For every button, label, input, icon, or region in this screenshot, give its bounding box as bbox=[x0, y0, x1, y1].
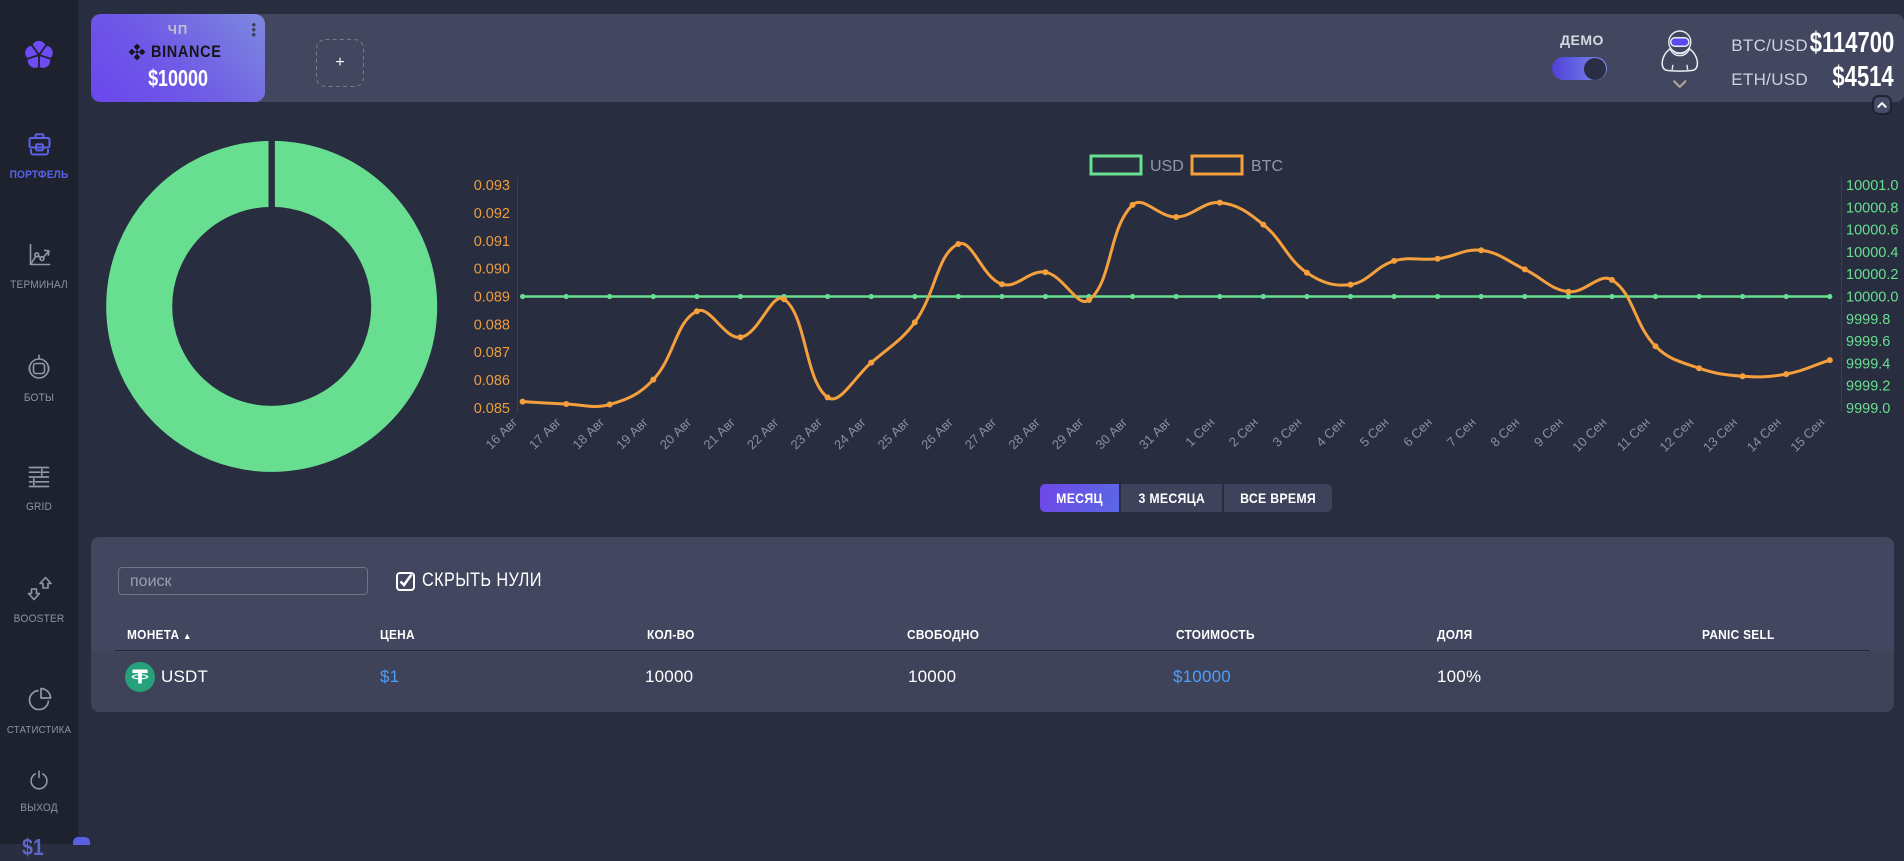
svg-text:15 Сен: 15 Сен bbox=[1787, 415, 1827, 455]
svg-text:24 Авг: 24 Авг bbox=[831, 414, 869, 452]
svg-text:0.088: 0.088 bbox=[474, 317, 510, 333]
svg-text:26 Авг: 26 Авг bbox=[918, 414, 956, 452]
svg-text:9999.8: 9999.8 bbox=[1846, 312, 1890, 328]
svg-text:11 Сен: 11 Сен bbox=[1614, 415, 1654, 455]
svg-text:10000.8: 10000.8 bbox=[1846, 200, 1898, 216]
svg-text:1 Сен: 1 Сен bbox=[1182, 415, 1217, 450]
svg-text:0.085: 0.085 bbox=[474, 401, 510, 417]
svg-text:10000.6: 10000.6 bbox=[1846, 223, 1898, 239]
svg-text:10 Сен: 10 Сен bbox=[1569, 415, 1609, 455]
svg-text:0.093: 0.093 bbox=[474, 178, 510, 194]
svg-text:9999.4: 9999.4 bbox=[1846, 356, 1890, 372]
svg-text:0.087: 0.087 bbox=[474, 345, 510, 361]
svg-text:8 Сен: 8 Сен bbox=[1487, 415, 1522, 450]
svg-text:2 Сен: 2 Сен bbox=[1226, 415, 1261, 450]
svg-text:21 Авг: 21 Авг bbox=[700, 414, 738, 452]
svg-text:12 Сен: 12 Сен bbox=[1657, 415, 1697, 455]
svg-text:10000.0: 10000.0 bbox=[1846, 290, 1898, 306]
svg-text:4 Сен: 4 Сен bbox=[1313, 415, 1348, 450]
svg-text:30 Авг: 30 Авг bbox=[1092, 414, 1130, 452]
svg-text:25 Авг: 25 Авг bbox=[875, 414, 913, 452]
svg-text:27 Авг: 27 Авг bbox=[962, 414, 1000, 452]
svg-text:10001.0: 10001.0 bbox=[1846, 178, 1898, 194]
svg-text:28 Авг: 28 Авг bbox=[1005, 414, 1043, 452]
svg-text:19 Авг: 19 Авг bbox=[613, 414, 651, 452]
svg-text:31 Авг: 31 Авг bbox=[1136, 414, 1174, 452]
svg-text:6 Сен: 6 Сен bbox=[1400, 415, 1435, 450]
svg-text:9999.2: 9999.2 bbox=[1846, 379, 1890, 395]
svg-text:9999.0: 9999.0 bbox=[1846, 401, 1890, 417]
svg-text:14 Сен: 14 Сен bbox=[1744, 415, 1784, 455]
svg-text:23 Авг: 23 Авг bbox=[787, 414, 825, 452]
svg-text:17 Авг: 17 Авг bbox=[526, 414, 564, 452]
svg-text:7 Сен: 7 Сен bbox=[1444, 415, 1479, 450]
svg-text:20 Авг: 20 Авг bbox=[657, 414, 695, 452]
svg-text:22 Авг: 22 Авг bbox=[744, 414, 782, 452]
svg-text:13 Сен: 13 Сен bbox=[1700, 415, 1740, 455]
svg-text:5 Сен: 5 Сен bbox=[1357, 415, 1392, 450]
svg-text:USD: USD bbox=[1150, 158, 1184, 175]
svg-text:3 Сен: 3 Сен bbox=[1269, 415, 1304, 450]
svg-text:29 Авг: 29 Авг bbox=[1049, 414, 1087, 452]
svg-text:18 Авг: 18 Авг bbox=[570, 414, 608, 452]
svg-text:0.086: 0.086 bbox=[474, 373, 510, 389]
svg-text:9 Сен: 9 Сен bbox=[1531, 415, 1566, 450]
svg-text:0.092: 0.092 bbox=[474, 206, 510, 222]
svg-text:0.091: 0.091 bbox=[474, 234, 510, 250]
svg-text:9999.6: 9999.6 bbox=[1846, 334, 1890, 350]
svg-text:0.090: 0.090 bbox=[474, 262, 510, 278]
svg-text:10000.2: 10000.2 bbox=[1846, 267, 1898, 283]
svg-text:16 Авг: 16 Авг bbox=[482, 414, 520, 452]
svg-text:10000.4: 10000.4 bbox=[1846, 245, 1898, 261]
svg-text:BTC: BTC bbox=[1251, 158, 1283, 175]
svg-text:0.089: 0.089 bbox=[474, 290, 510, 306]
